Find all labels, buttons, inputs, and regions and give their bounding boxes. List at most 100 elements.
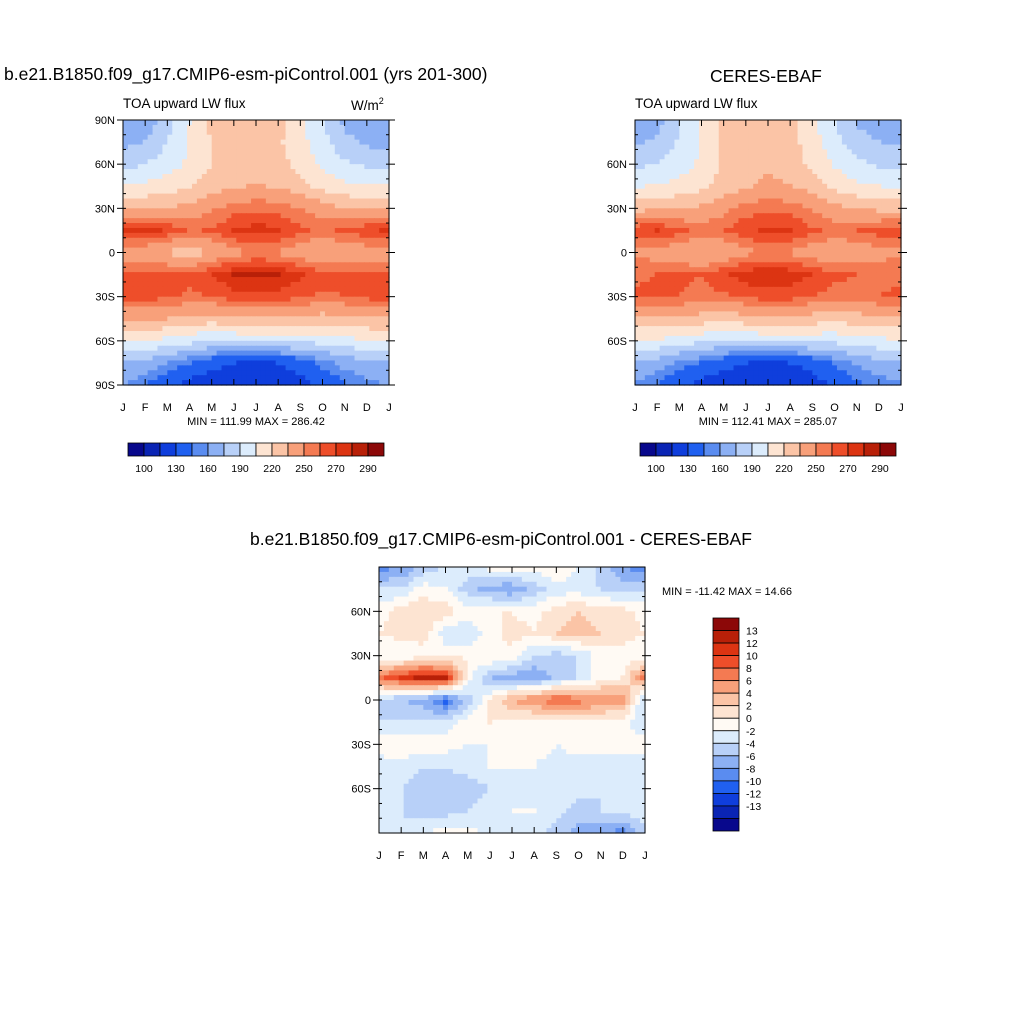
obs-cell	[674, 208, 680, 214]
model-cell	[152, 218, 159, 224]
obs-cell	[654, 272, 661, 278]
obs-cell	[694, 286, 700, 293]
obs-cell	[713, 164, 720, 170]
model-cell	[290, 311, 297, 317]
obs-cell	[851, 193, 858, 200]
model-cell	[256, 375, 262, 381]
model-cell	[374, 252, 380, 259]
model-cell	[211, 144, 218, 151]
obs-cell	[644, 232, 651, 239]
obs-cell	[669, 223, 676, 229]
model-cell	[123, 193, 129, 200]
model-cell	[359, 164, 365, 170]
obs-cell	[797, 213, 804, 219]
model-cell	[251, 306, 257, 312]
obs-cell	[635, 281, 641, 288]
model-cell	[324, 311, 331, 317]
obs-cell	[669, 149, 676, 155]
model-cell	[260, 316, 267, 322]
obs-cell	[768, 134, 774, 141]
model-cell	[295, 188, 301, 195]
model-cell	[127, 198, 134, 205]
model-cell	[290, 267, 297, 273]
obs-cell	[856, 134, 863, 141]
model-cell	[256, 360, 262, 366]
model-cell	[354, 208, 361, 214]
model-cell	[260, 340, 267, 347]
model-cell	[216, 311, 223, 317]
obs-cell	[733, 218, 740, 224]
obs-cell	[763, 218, 769, 224]
model-cell	[290, 257, 297, 263]
obs-cell	[758, 218, 764, 224]
obs-cell	[703, 139, 710, 146]
obs-cell	[708, 291, 715, 298]
obs-cell	[703, 227, 710, 234]
model-cell	[300, 370, 306, 376]
model-cell	[167, 296, 173, 303]
model-cell	[364, 291, 370, 298]
model-cell	[305, 218, 311, 224]
obs-cell	[664, 281, 671, 288]
obs-cell	[664, 262, 671, 268]
model-cell	[265, 340, 272, 347]
obs-cell	[861, 257, 868, 263]
model-cell	[260, 267, 267, 273]
model-cell	[236, 340, 242, 347]
model-cell	[310, 242, 316, 249]
obs-cell	[679, 262, 685, 268]
model-cell	[315, 340, 321, 347]
model-cell	[137, 203, 144, 209]
model-cell	[295, 355, 301, 362]
model-cell	[280, 129, 287, 136]
model-cell	[201, 365, 208, 371]
obs-cell	[669, 164, 676, 170]
model-cell	[379, 188, 385, 195]
model-cell	[280, 193, 287, 200]
model-cell	[285, 262, 292, 268]
model-cell	[300, 149, 306, 155]
model-cell	[211, 365, 218, 371]
model-cell	[256, 227, 262, 234]
obs-cell	[699, 188, 705, 195]
model-cell	[157, 262, 164, 268]
obs-cell	[886, 262, 892, 268]
obs-cell	[886, 281, 892, 288]
obs-cell	[777, 203, 784, 209]
obs-cell	[684, 281, 690, 288]
model-cell	[310, 316, 316, 322]
model-cell	[241, 262, 247, 268]
model-cell	[364, 331, 370, 337]
model-cell	[167, 316, 173, 322]
obs-cell	[792, 218, 799, 224]
model-cell	[374, 272, 380, 278]
model-cell	[132, 365, 139, 371]
model-cell	[310, 154, 316, 160]
model-cell	[349, 321, 356, 327]
obs-cell	[694, 247, 700, 254]
model-cell	[137, 188, 144, 195]
obs-cell	[866, 139, 873, 146]
obs-cell	[881, 159, 887, 165]
model-cell	[241, 355, 247, 362]
obs-cell	[654, 223, 661, 229]
obs-cell	[886, 178, 892, 185]
model-cell	[344, 331, 351, 337]
model-cell	[295, 139, 301, 146]
model-cell	[211, 360, 218, 366]
model-cell	[379, 311, 385, 317]
model-cell	[182, 247, 188, 254]
obs-cell	[782, 198, 789, 205]
obs-cell	[802, 232, 809, 239]
model-cell	[374, 149, 380, 155]
model-cell	[369, 345, 375, 352]
model-cell	[211, 345, 218, 352]
model-cell	[236, 208, 242, 214]
model-cell	[315, 350, 321, 357]
model-cell	[364, 350, 370, 357]
obs-cell	[639, 154, 646, 160]
model-cell	[329, 360, 336, 366]
model-cell	[324, 321, 331, 327]
obs-cell	[738, 227, 744, 234]
model-cell	[201, 178, 208, 185]
